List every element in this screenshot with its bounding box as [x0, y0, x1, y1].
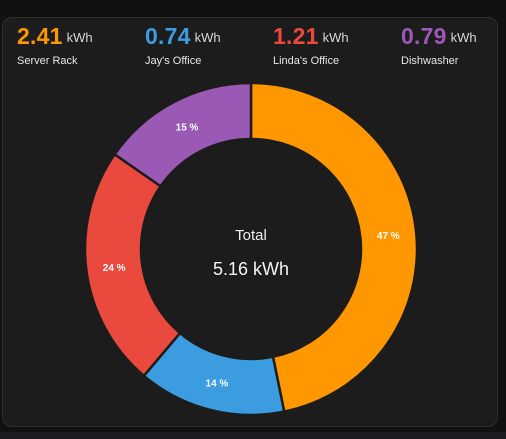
stat-label: Linda's Office — [273, 55, 340, 67]
stat-label: Server Rack — [17, 55, 78, 67]
donut-center-value: 5.16 kWh — [213, 259, 289, 279]
donut-slice-dishwasher[interactable] — [112, 81, 253, 188]
stat-label: Jay's Office — [145, 55, 202, 67]
donut-slice-server-rack[interactable] — [249, 81, 419, 414]
energy-stats-header: 2.41 kWh Server Rack 0.74 kWh Jay's Office… — [3, 18, 497, 78]
stat-unit: kWh — [194, 30, 221, 45]
stat-value: 2.41 — [17, 23, 63, 49]
stat-value: 1.21 — [273, 23, 319, 49]
donut-slices — [83, 81, 419, 417]
donut-slice-percent-label: 47 % — [377, 231, 400, 242]
stat-value: 0.79 — [401, 23, 447, 49]
stat-unit: kWh — [66, 30, 93, 45]
stat-label: Dishwasher — [401, 55, 459, 67]
donut-slice-linda-s-office[interactable] — [83, 152, 182, 378]
stat-jays-office[interactable]: 0.74 kWh Jay's Office — [145, 23, 221, 68]
energy-distribution-card: 2.41 kWh Server Rack 0.74 kWh Jay's Office… — [2, 17, 498, 427]
stat-dishwasher[interactable]: 0.79 kWh Dishwasher — [401, 23, 477, 68]
donut-center-title: Total — [235, 227, 267, 244]
donut-slice-labels: 47 % 14 % 24 % 15 % — [103, 123, 400, 390]
donut-chart: 47 % 14 % 24 % 15 % Total 5.16 kWh — [83, 81, 419, 417]
donut-slice-percent-label: 24 % — [103, 263, 126, 274]
stat-unit: kWh — [450, 30, 477, 45]
stat-server-rack[interactable]: 2.41 kWh Server Rack — [17, 23, 93, 68]
stat-unit: kWh — [322, 30, 349, 45]
bottom-strip — [0, 432, 506, 439]
donut-slice-percent-label: 14 % — [205, 379, 228, 390]
donut-slice-percent-label: 15 % — [176, 123, 199, 134]
stat-value: 0.74 — [145, 23, 191, 49]
stat-lindas-office[interactable]: 1.21 kWh Linda's Office — [273, 23, 349, 68]
